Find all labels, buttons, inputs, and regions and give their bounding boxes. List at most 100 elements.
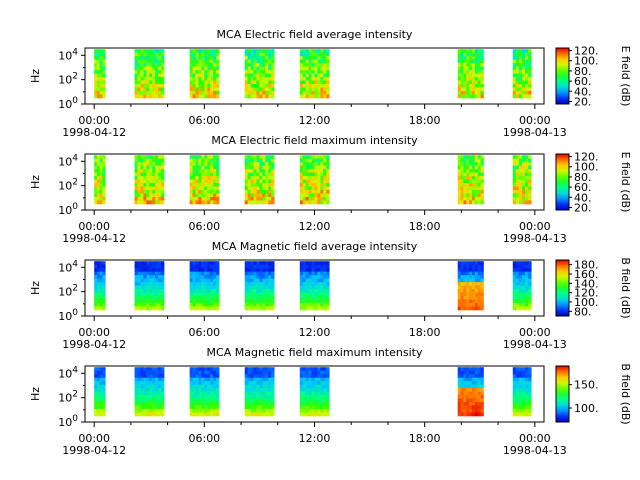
heatmap-cell (207, 402, 211, 406)
heatmap-cell (253, 391, 257, 396)
heatmap-cell (195, 155, 199, 160)
heatmap-cell (463, 271, 467, 276)
heatmap-cell (314, 374, 318, 379)
heatmap-cell (474, 395, 479, 399)
heatmap-cell (195, 384, 199, 389)
heatmap-cell (320, 190, 324, 194)
heatmap-cell (134, 49, 138, 54)
heatmap-cell (143, 52, 147, 57)
heatmap-cell (314, 377, 318, 382)
heatmap-cell (96, 412, 101, 417)
heatmap-cell (259, 70, 263, 74)
heatmap-cell (477, 388, 481, 392)
heatmap-cell (317, 158, 321, 163)
heatmap-cell (94, 381, 98, 386)
heatmap-cell (528, 377, 532, 382)
x-tick-label: 00:00 (519, 220, 551, 233)
heatmap-cell (102, 190, 106, 194)
heatmap-cell (134, 264, 138, 269)
heatmap-cell (192, 196, 196, 201)
heatmap-cell (466, 296, 470, 300)
heatmap-cell (457, 271, 461, 276)
heatmap-cell (213, 155, 217, 160)
heatmap-cell (515, 299, 520, 304)
heatmap-cell (466, 261, 470, 266)
heatmap-cell (134, 398, 138, 403)
data-segment (94, 155, 106, 205)
heatmap-cell (480, 381, 484, 386)
heatmap-cell (311, 59, 315, 64)
y-tick-label: 102 (58, 390, 78, 405)
heatmap-cell (137, 289, 141, 293)
heatmap-cell (192, 176, 196, 180)
heatmap-cell (96, 261, 101, 266)
heatmap-cell (299, 165, 304, 170)
colorbar-label: B field (dB) (619, 363, 632, 424)
heatmap-cell (302, 299, 307, 304)
heatmap-cell (250, 268, 254, 273)
heatmap-cell (317, 94, 321, 99)
heatmap-cell (323, 162, 327, 167)
heatmap-cell (521, 70, 526, 74)
heatmap-cell (152, 172, 156, 177)
heatmap-cell (515, 59, 520, 64)
heatmap-cell (308, 63, 312, 68)
heatmap-cell (268, 405, 272, 410)
heatmap-cell (469, 292, 473, 297)
heatmap-cell (204, 66, 208, 71)
heatmap-cell (317, 398, 321, 403)
heatmap-cell (515, 179, 520, 184)
heatmap-cell (189, 77, 193, 81)
heatmap-cell (528, 275, 532, 280)
heatmap-cell (525, 275, 529, 280)
heatmap-cell (474, 384, 479, 389)
heatmap-cell (102, 275, 106, 280)
heatmap-cell (469, 80, 473, 85)
heatmap-cell (480, 408, 484, 413)
heatmap-cell (271, 374, 275, 379)
heatmap-cell (265, 398, 269, 403)
heatmap-cell (323, 408, 327, 413)
heatmap-cell (474, 172, 479, 177)
heatmap-cell (471, 56, 476, 61)
heatmap-cell (463, 405, 467, 410)
heatmap-cell (198, 405, 202, 410)
heatmap-cell (155, 186, 159, 191)
heatmap-cell (158, 367, 162, 372)
heatmap-cell (94, 285, 98, 290)
heatmap-cell (515, 84, 520, 88)
heatmap-cell (268, 261, 272, 266)
heatmap-cell (305, 388, 310, 392)
heatmap-cell (210, 183, 214, 187)
colorbar-tick-label: 100. (574, 161, 599, 174)
heatmap-cell (189, 190, 193, 194)
heatmap-cell (210, 374, 214, 379)
heatmap-cell (149, 155, 153, 160)
heatmap-cell (311, 63, 315, 68)
heatmap-cell (259, 165, 263, 170)
heatmap-cell (311, 367, 315, 372)
heatmap-cell (94, 367, 98, 372)
heatmap-cell (326, 384, 330, 389)
heatmap-cell (320, 183, 324, 187)
heatmap-cell (210, 292, 214, 297)
heatmap-cell (140, 172, 144, 177)
heatmap-cell (323, 70, 327, 74)
heatmap-cell (256, 158, 260, 163)
heatmap-cell (305, 80, 310, 85)
heatmap-cell (308, 299, 312, 304)
heatmap-cell (299, 271, 304, 276)
heatmap-cell (518, 179, 523, 184)
heatmap-cell (195, 186, 199, 191)
heatmap-cell (204, 77, 208, 81)
heatmap-cell (480, 155, 484, 160)
heatmap-cell (146, 296, 150, 300)
heatmap-cell (143, 56, 147, 61)
heatmap-cell (521, 73, 526, 78)
heatmap-cell (256, 56, 260, 61)
heatmap-cell (256, 80, 260, 85)
heatmap-cell (466, 90, 470, 95)
heatmap-cell (460, 398, 464, 403)
heatmap-cell (155, 162, 159, 167)
heatmap-cell (195, 299, 199, 304)
